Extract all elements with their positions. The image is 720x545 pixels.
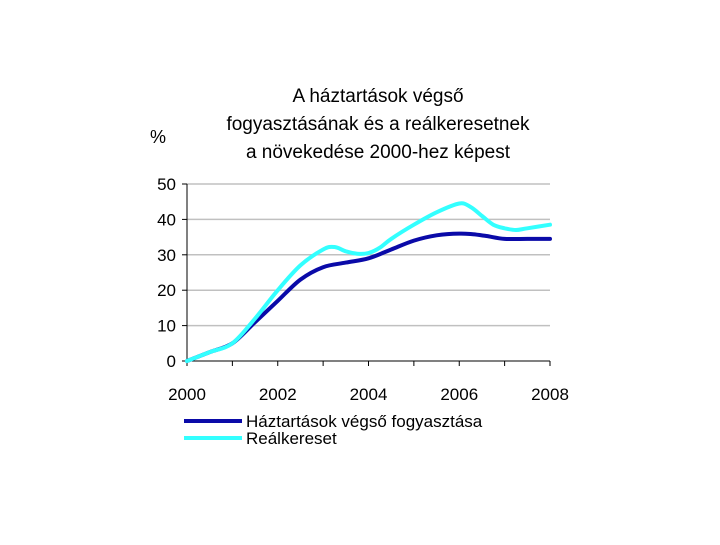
y-tick-labels: 0 10 20 30 40 50 [157,175,176,371]
x-tick-label: 2000 [168,385,206,404]
axes [182,183,551,366]
series-lines [185,201,552,363]
x-tick-labels: 2000 2002 2004 2006 2008 [168,385,569,404]
y-tick-label: 40 [157,210,176,229]
series-line-2 [185,201,552,363]
x-tick-label: 2006 [440,385,478,404]
x-tick-label: 2008 [531,385,569,404]
y-tick-label: 30 [157,246,176,265]
legend-label-2: Reálkereset [246,429,337,448]
y-tick-label: 50 [157,175,176,194]
chart-title-line-3: a növekedése 2000-hez képest [246,142,511,163]
chart-title-line-1: A háztartások végső [292,86,463,107]
legend-label-1: Háztartások végső fogyasztása [246,412,483,431]
y-axis-unit-label: % [150,127,166,147]
x-tick-label: 2002 [259,385,297,404]
y-tick-label: 0 [167,352,176,371]
x-tick-label: 2004 [350,385,388,404]
y-tick-label: 20 [157,281,176,300]
y-tick-label: 10 [157,317,176,336]
chart-title: A háztartások végső fogyasztásának és a … [226,86,530,163]
chart-title-line-2: fogyasztásának és a reálkeresetnek [226,114,530,135]
series-line-1 [185,231,552,363]
